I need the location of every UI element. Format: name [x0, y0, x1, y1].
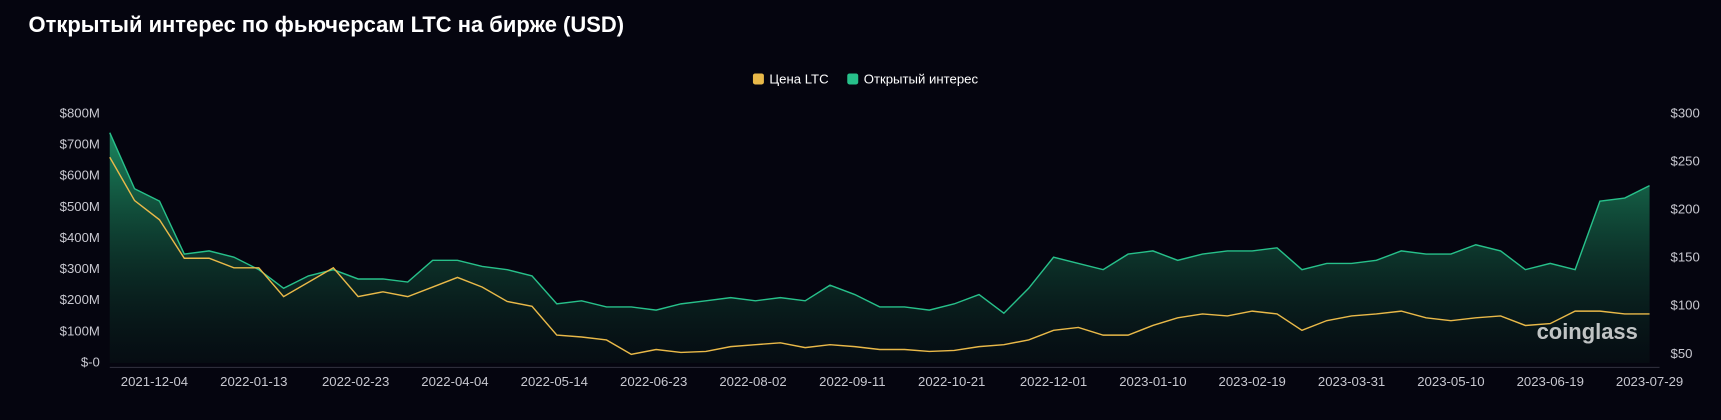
y2-tick-label: $100 [1671, 298, 1700, 313]
y2-tick-label: $250 [1671, 154, 1700, 169]
y-tick-label: $600M [60, 168, 100, 183]
x-tick-label: 2023-07-29 [1616, 374, 1683, 389]
y2-tick-label: $300 [1671, 106, 1700, 121]
legend-swatch [752, 73, 764, 85]
plot: $-0 $100M $200M $300M $400M $500M $600M $700M $8… [60, 72, 1700, 390]
series-line [109, 156, 1650, 356]
legend-label: Открытый интерес [864, 72, 979, 87]
x-tick-label: 2022-04-04 [421, 374, 488, 389]
x-tick-label: 2023-06-19 [1517, 374, 1584, 389]
x-tick-label: 2022-08-02 [719, 374, 786, 389]
y-tick-label: $500M [60, 199, 100, 214]
x-tick-label: 2022-09-11 [819, 374, 885, 389]
area-fill [109, 132, 1650, 363]
y-tick-label: $100M [60, 323, 100, 338]
x-tick-label: 2022-10-21 [918, 374, 985, 389]
chart-title: Открытый интерес по фьючерсам LTC на бир… [29, 12, 624, 37]
x-tick-label: 2021-12-04 [121, 374, 188, 389]
x-tick-label: 2022-05-14 [521, 374, 588, 389]
x-tick-label: 2022-02-23 [322, 374, 389, 389]
legend-swatch [847, 73, 859, 85]
y-tick-label: $700M [60, 137, 100, 152]
y2-tick-label: $200 [1671, 202, 1700, 217]
legend-label: Цена LTC [769, 72, 828, 87]
y2-tick-label: $50 [1671, 346, 1693, 361]
series-line [109, 132, 1650, 315]
x-tick-label: 2023-02-19 [1219, 374, 1286, 389]
watermark: coinglass [1537, 319, 1638, 344]
x-tick-label: 2022-06-23 [620, 374, 687, 389]
y2-tick-label: $150 [1671, 250, 1700, 265]
y-tick-label: $400M [60, 230, 100, 245]
y-tick-label: $800M [60, 106, 100, 121]
x-tick-label: 2023-03-31 [1318, 374, 1385, 389]
y-tick-label: $300M [60, 261, 100, 276]
x-tick-label: 2023-01-10 [1119, 374, 1186, 389]
y-tick-label: $-0 [81, 354, 100, 369]
x-tick-label: 2022-12-01 [1020, 374, 1087, 389]
x-tick-label: 2023-05-10 [1417, 374, 1484, 389]
x-tick-label: 2022-01-13 [220, 374, 287, 389]
y-tick-label: $200M [60, 292, 100, 307]
